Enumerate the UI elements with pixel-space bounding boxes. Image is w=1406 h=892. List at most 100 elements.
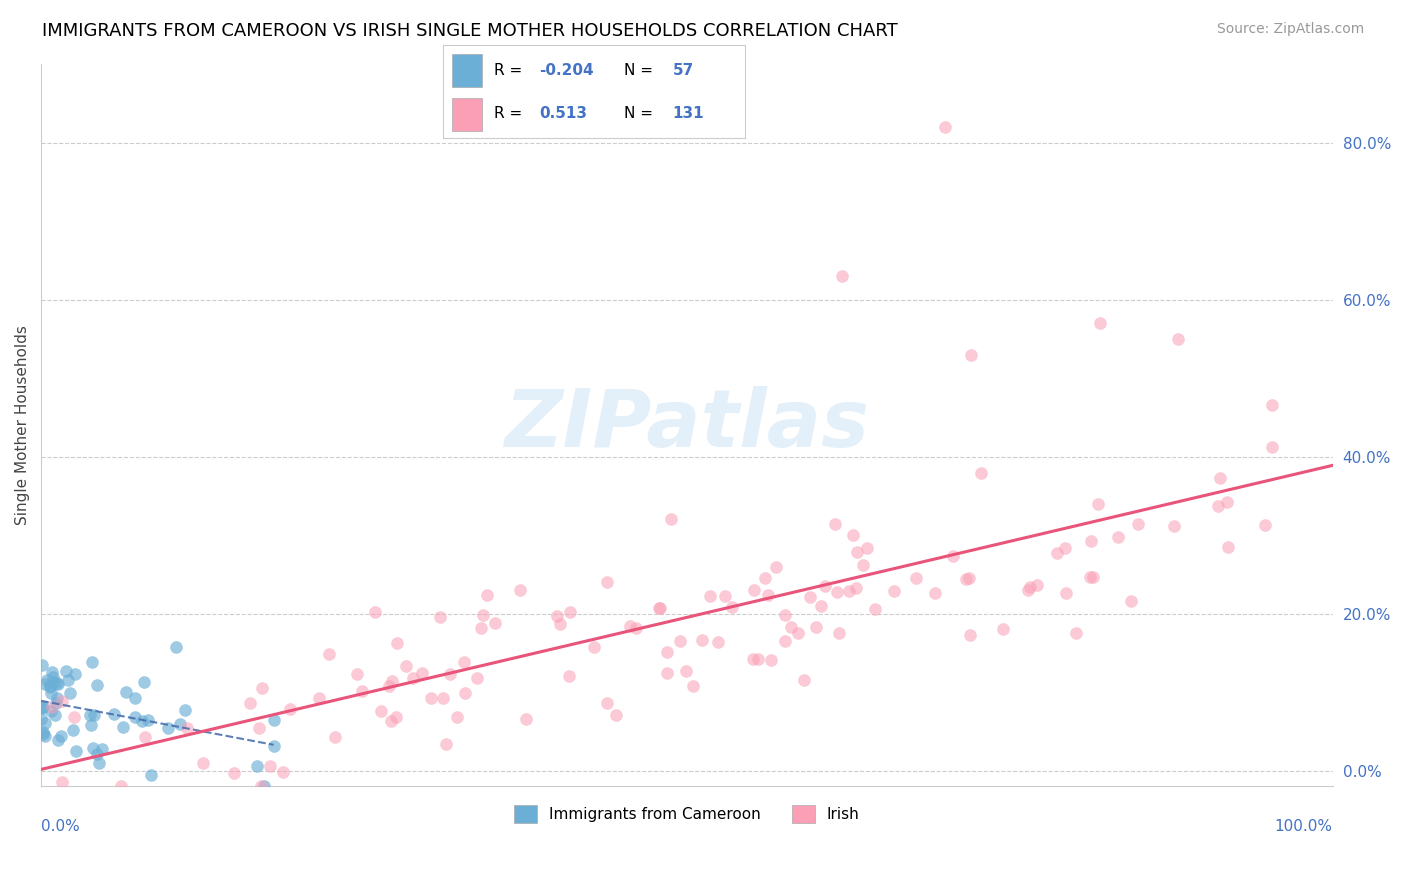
Point bbox=[31, 701, 53, 715]
Point bbox=[364, 605, 387, 619]
Point bbox=[1126, 517, 1149, 532]
Point bbox=[157, 721, 180, 735]
Point bbox=[991, 622, 1014, 636]
Point bbox=[856, 541, 879, 555]
Point bbox=[39, 704, 62, 718]
Point bbox=[246, 759, 269, 773]
Text: -0.204: -0.204 bbox=[540, 62, 595, 78]
Point bbox=[65, 667, 87, 681]
Point bbox=[308, 690, 330, 705]
Point bbox=[55, 664, 77, 678]
Point bbox=[42, 670, 65, 684]
Point bbox=[1216, 540, 1239, 554]
Point bbox=[191, 756, 214, 771]
Point bbox=[387, 636, 409, 650]
Point bbox=[747, 652, 769, 666]
Point bbox=[323, 730, 346, 744]
Point bbox=[381, 674, 404, 689]
Point bbox=[957, 571, 980, 585]
Point bbox=[250, 681, 273, 695]
Text: ZIPatlas: ZIPatlas bbox=[505, 386, 869, 464]
Point bbox=[699, 589, 721, 603]
Text: N =: N = bbox=[624, 62, 658, 78]
Point bbox=[484, 615, 506, 630]
Point bbox=[169, 716, 191, 731]
Point bbox=[924, 586, 946, 600]
Point bbox=[682, 679, 704, 693]
Point bbox=[134, 730, 156, 744]
Text: IMMIGRANTS FROM CAMEROON VS IRISH SINGLE MOTHER HOUSEHOLDS CORRELATION CHART: IMMIGRANTS FROM CAMEROON VS IRISH SINGLE… bbox=[42, 22, 898, 40]
Point bbox=[395, 659, 418, 673]
Point bbox=[799, 591, 821, 605]
Point bbox=[1254, 518, 1277, 533]
Point bbox=[411, 666, 433, 681]
Point bbox=[831, 269, 853, 284]
Point bbox=[63, 709, 86, 723]
Point bbox=[558, 669, 581, 683]
Point bbox=[955, 572, 977, 586]
Text: 0.513: 0.513 bbox=[540, 106, 588, 121]
Point bbox=[176, 721, 198, 735]
FancyBboxPatch shape bbox=[451, 98, 482, 131]
Point bbox=[46, 676, 69, 690]
Point bbox=[434, 737, 457, 751]
Point bbox=[45, 676, 67, 690]
Point bbox=[824, 517, 846, 532]
Point bbox=[806, 619, 828, 633]
Point bbox=[419, 691, 441, 706]
Point bbox=[222, 765, 245, 780]
Point bbox=[838, 583, 860, 598]
Point bbox=[624, 621, 647, 635]
Point bbox=[432, 690, 454, 705]
Y-axis label: Single Mother Households: Single Mother Households bbox=[15, 326, 30, 525]
Point bbox=[845, 545, 868, 559]
Point bbox=[648, 600, 671, 615]
Point bbox=[173, 703, 195, 717]
Point bbox=[827, 584, 849, 599]
Point bbox=[759, 653, 782, 667]
Point bbox=[1087, 497, 1109, 511]
Point bbox=[942, 549, 965, 564]
Point bbox=[165, 640, 187, 654]
Point bbox=[814, 579, 837, 593]
Point bbox=[80, 655, 103, 669]
Point bbox=[470, 620, 492, 634]
Point bbox=[863, 601, 886, 615]
Point bbox=[42, 674, 65, 689]
Point bbox=[959, 628, 981, 642]
Point bbox=[132, 674, 155, 689]
Point bbox=[1026, 577, 1049, 591]
Point bbox=[1261, 398, 1284, 412]
Point bbox=[46, 690, 69, 705]
Point bbox=[112, 720, 135, 734]
Point bbox=[141, 768, 163, 782]
Point bbox=[754, 571, 776, 585]
Point bbox=[131, 714, 153, 728]
Point bbox=[659, 512, 682, 526]
Point bbox=[596, 575, 619, 590]
Point bbox=[89, 756, 111, 770]
Point bbox=[37, 673, 59, 687]
Point bbox=[969, 466, 991, 480]
Point bbox=[62, 723, 84, 737]
Point bbox=[278, 702, 301, 716]
Text: 100.0%: 100.0% bbox=[1275, 819, 1333, 834]
Point bbox=[1090, 316, 1112, 330]
Point bbox=[1054, 541, 1077, 555]
Point bbox=[370, 704, 392, 718]
Point bbox=[605, 708, 627, 723]
Point bbox=[31, 657, 53, 672]
Point bbox=[787, 625, 810, 640]
Point bbox=[1017, 583, 1039, 598]
Point bbox=[558, 605, 581, 619]
Point bbox=[56, 673, 79, 687]
Point bbox=[1046, 546, 1069, 560]
Point bbox=[842, 527, 865, 541]
Point bbox=[828, 625, 851, 640]
Point bbox=[1019, 580, 1042, 594]
Point bbox=[596, 696, 619, 710]
Point bbox=[51, 694, 73, 708]
Point bbox=[41, 700, 63, 714]
Point bbox=[446, 709, 468, 723]
Point bbox=[669, 634, 692, 648]
